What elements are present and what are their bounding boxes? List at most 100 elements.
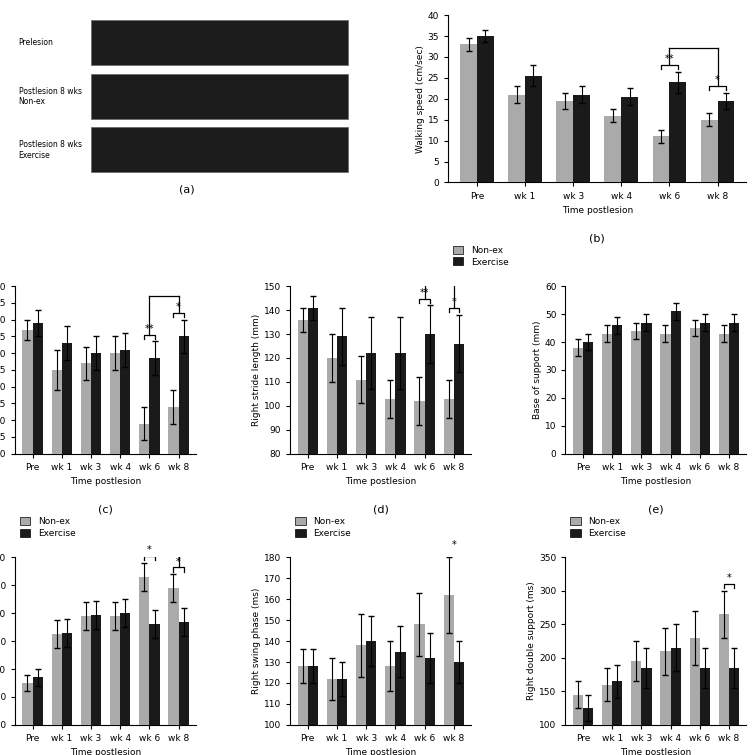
Bar [32, 677, 43, 755]
Bar [573, 347, 583, 454]
Bar [385, 666, 395, 755]
Bar [605, 116, 621, 183]
Bar [425, 658, 435, 755]
Bar [366, 641, 376, 755]
Text: *: * [176, 556, 181, 566]
Bar [149, 358, 160, 554]
Bar [454, 662, 464, 755]
Y-axis label: Right double support (ms): Right double support (ms) [527, 582, 536, 701]
Bar [621, 97, 638, 183]
Text: *: * [452, 540, 456, 550]
Text: **: ** [420, 288, 429, 298]
Y-axis label: Right swing phase (ms): Right swing phase (ms) [252, 588, 261, 695]
Bar [326, 679, 337, 755]
X-axis label: Time postlesion: Time postlesion [345, 477, 416, 486]
Text: (d): (d) [372, 504, 389, 514]
X-axis label: Time postlesion: Time postlesion [70, 748, 141, 755]
Bar [139, 577, 149, 755]
Bar [612, 325, 622, 454]
Bar [719, 334, 729, 454]
Bar [168, 588, 179, 755]
Bar [51, 634, 62, 755]
Bar [110, 616, 120, 755]
Bar [415, 401, 425, 645]
Text: Postlesion 8 wks
Exercise: Postlesion 8 wks Exercise [19, 140, 81, 159]
Legend: Non-ex, Exercise: Non-ex, Exercise [452, 245, 508, 267]
Bar [91, 353, 101, 554]
Bar [326, 358, 337, 645]
Bar [718, 101, 734, 183]
Text: **: ** [665, 54, 674, 64]
Bar [689, 328, 700, 454]
Legend: Non-ex, Exercise: Non-ex, Exercise [570, 516, 626, 538]
X-axis label: Time postlesion: Time postlesion [562, 206, 633, 215]
Text: Prelesion: Prelesion [19, 39, 54, 48]
Bar [583, 342, 593, 454]
Bar [573, 695, 583, 755]
Bar [612, 681, 622, 755]
Text: *: * [716, 75, 720, 85]
Bar [583, 708, 593, 755]
Legend: Non-ex, Exercise: Non-ex, Exercise [295, 516, 351, 538]
Bar [415, 624, 425, 755]
Text: **: ** [145, 324, 154, 334]
Bar [298, 666, 308, 755]
Bar [91, 615, 101, 755]
Bar [573, 94, 590, 183]
Bar [120, 350, 130, 554]
Bar [366, 353, 376, 645]
Bar [477, 36, 494, 183]
X-axis label: Time postlesion: Time postlesion [345, 748, 416, 755]
Bar [642, 322, 651, 454]
Bar [23, 683, 32, 755]
Bar [602, 685, 612, 755]
Bar [700, 120, 718, 183]
Bar [62, 633, 72, 755]
Bar [90, 74, 348, 119]
Bar [179, 621, 188, 755]
Bar [508, 94, 525, 183]
Y-axis label: Right stride length (mm): Right stride length (mm) [252, 314, 261, 426]
Bar [719, 615, 729, 755]
Text: (e): (e) [648, 504, 664, 514]
Text: *: * [727, 573, 731, 584]
Bar [661, 651, 670, 755]
Bar [308, 308, 318, 645]
Bar [670, 648, 681, 755]
Bar [298, 319, 308, 645]
Bar [90, 20, 348, 66]
Bar [149, 624, 160, 755]
Bar [661, 334, 670, 454]
Y-axis label: Base of support (mm): Base of support (mm) [533, 321, 542, 419]
Bar [356, 380, 366, 645]
Bar [729, 322, 739, 454]
Bar [337, 679, 347, 755]
Bar [602, 334, 612, 454]
Bar [729, 668, 739, 755]
Bar [32, 323, 43, 554]
Bar [700, 322, 710, 454]
Bar [62, 344, 72, 554]
Bar [443, 595, 454, 755]
Bar [308, 666, 318, 755]
Text: (a): (a) [179, 184, 195, 195]
Text: *: * [176, 302, 181, 313]
Bar [454, 344, 464, 645]
Bar [443, 399, 454, 645]
Y-axis label: Walking speed (cm/sec): Walking speed (cm/sec) [415, 45, 425, 153]
Bar [670, 311, 681, 454]
Bar [23, 330, 32, 554]
Text: (b): (b) [590, 233, 605, 243]
Bar [179, 337, 188, 554]
Text: *: * [147, 545, 152, 556]
Bar [670, 82, 686, 183]
Bar [385, 399, 395, 645]
Bar [90, 128, 348, 172]
Bar [395, 652, 406, 755]
Bar [356, 646, 366, 755]
Bar [120, 613, 130, 755]
Bar [700, 668, 710, 755]
Bar [81, 616, 91, 755]
X-axis label: Time postlesion: Time postlesion [70, 477, 141, 486]
Bar [689, 638, 700, 755]
